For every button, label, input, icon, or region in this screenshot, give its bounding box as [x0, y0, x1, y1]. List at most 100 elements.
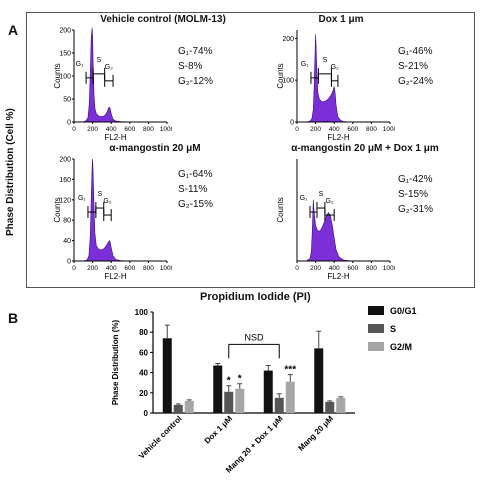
- x-tick-label: 200: [87, 126, 98, 133]
- hist-1-title: Vehicle control (MOLM-13): [100, 14, 226, 25]
- gate-s-label: S: [323, 57, 328, 64]
- bar-chart: 0 20 40 60 80 100 Phase Distribution (%) Vehicl…: [111, 306, 417, 475]
- bar-g2-m: [336, 397, 346, 413]
- gate-g2-label: G₂: [105, 64, 113, 71]
- hist-3-plot: 0 40 80 120 160 200 0 200 400 600 800 1000 FL2-H Coun…: [53, 157, 172, 282]
- hist-1-s: S-8%: [178, 61, 203, 72]
- category-label: Mang 20 + Dox 1 μM: [224, 414, 285, 475]
- significance-marker: ***: [284, 365, 296, 376]
- y-tick-label: 150: [59, 51, 71, 58]
- panel-a-y-title: Phase Distribution (Cell %): [5, 108, 16, 236]
- x-tick-label: 1000: [160, 265, 172, 272]
- x-tick-label: 800: [143, 126, 154, 133]
- y-tick-label: 120: [59, 197, 71, 204]
- bar-y-axis-label: Phase Distribution (%): [111, 319, 120, 405]
- bar-y-tick-label: 100: [135, 308, 149, 317]
- y-tick-label: 0: [290, 120, 294, 127]
- legend-swatch: [368, 306, 384, 315]
- histogram-area: [83, 27, 167, 123]
- bar-s: [224, 391, 234, 413]
- gate-g2-label: G₂: [331, 64, 339, 71]
- y-tick-label: 200: [282, 36, 294, 43]
- significance-marker: *: [238, 374, 242, 385]
- x-axis-label: FL2-H: [327, 133, 349, 142]
- y-tick-label: 40: [63, 238, 71, 245]
- x-tick-label: 600: [124, 126, 135, 133]
- hist-1-g2: G₂-12%: [178, 76, 214, 87]
- hist-3-g1: G₁-64%: [178, 169, 213, 180]
- bar-y-tick-label: 80: [139, 328, 148, 337]
- x-axis-label: FL2-H: [104, 272, 126, 281]
- y-tick-label: 100: [282, 78, 294, 85]
- y-tick-label: 0: [67, 120, 71, 127]
- x-tick-label: 0: [295, 126, 299, 133]
- x-tick-label: 600: [347, 265, 358, 272]
- histogram-area: [306, 34, 390, 123]
- hist-2-stats: G₁-46% S-21% G₂-24%: [398, 44, 433, 89]
- bar-g2-m: [235, 388, 245, 413]
- x-tick-label: 800: [366, 126, 377, 133]
- x-tick-label: 200: [310, 265, 321, 272]
- y-axis-label: Counts: [53, 197, 62, 222]
- x-tick-label: 800: [366, 265, 377, 272]
- panel-a-letter: A: [8, 22, 19, 38]
- hist-2-plot: 0 100 200 0 200 400 600 800 1000 FL2-H Counts G₁ SG₂: [276, 30, 395, 142]
- x-tick-label: 200: [87, 265, 98, 272]
- bar-g2-m: [285, 381, 295, 413]
- x-tick-label: 0: [72, 265, 76, 272]
- bar-y-tick-label: 0: [144, 409, 149, 418]
- bar-s: [274, 397, 284, 413]
- y-tick-label: 80: [63, 218, 71, 225]
- legend-label: G2/M: [390, 342, 412, 352]
- x-tick-label: 1000: [160, 126, 172, 133]
- y-tick-label: 200: [59, 157, 71, 164]
- x-tick-label: 1000: [383, 265, 395, 272]
- y-tick-label: 0: [67, 259, 71, 266]
- bar-y-tick-label: 60: [139, 348, 148, 357]
- hist-4-s: S-15%: [398, 189, 429, 200]
- x-tick-label: 800: [143, 265, 154, 272]
- gate-g2-label: G₂: [325, 198, 333, 205]
- bar-g0-g1: [314, 348, 324, 413]
- x-tick-label: 400: [106, 126, 117, 133]
- y-tick-label: 200: [59, 28, 71, 35]
- bar-s: [325, 401, 335, 413]
- panel-a-x-title: Propidium Iodide (PI): [200, 291, 311, 303]
- bar-y-tick-label: 20: [139, 389, 148, 398]
- bar-s: [173, 404, 183, 413]
- y-tick-label: 100: [59, 74, 71, 81]
- legend-label: S: [390, 324, 396, 334]
- y-tick-label: 160: [59, 177, 71, 184]
- hist-1-plot: 0 50 100 150 200 0 200 400 600 800 1000 FL2-H Counts…: [53, 27, 172, 143]
- gate-g2-label: G₂: [103, 198, 111, 205]
- x-tick-label: 0: [295, 265, 299, 272]
- x-tick-label: 600: [124, 265, 135, 272]
- x-axis-label: FL2-H: [327, 272, 349, 281]
- gate-g1-label: G₁: [301, 61, 309, 68]
- hist-4-title: α-mangostin 20 μM + Dox 1 μm: [291, 143, 439, 154]
- gate-s-label: S: [97, 57, 102, 64]
- histogram-area: [305, 199, 390, 262]
- y-tick-label: 50: [63, 97, 71, 104]
- hist-4-g1: G₁-42%: [398, 174, 433, 185]
- bar-g0-g1: [263, 370, 273, 413]
- gate-g1-label: G₁: [300, 195, 308, 202]
- legend-label: G0/G1: [390, 306, 417, 316]
- legend-swatch: [368, 342, 384, 351]
- y-axis-label: Counts: [53, 63, 62, 88]
- y-axis-label: Counts: [276, 63, 285, 88]
- x-tick-label: 1000: [383, 126, 395, 133]
- x-axis-label: FL2-H: [104, 133, 126, 142]
- histogram-area: [83, 158, 167, 262]
- legend-swatch: [368, 324, 384, 333]
- hist-3-g2: G₂-15%: [178, 199, 214, 210]
- gate-s-label: S: [97, 191, 102, 198]
- x-tick-label: 200: [310, 126, 321, 133]
- gate-g1-label: G₁: [76, 61, 84, 68]
- category-label: Dox 1 μM: [203, 414, 235, 446]
- hist-2-g1: G₁-46%: [398, 46, 433, 57]
- x-tick-label: 400: [329, 126, 340, 133]
- bar-y-tick-label: 40: [139, 369, 148, 378]
- y-axis-label: Counts: [276, 197, 285, 222]
- gate-g1-label: G₁: [78, 195, 86, 202]
